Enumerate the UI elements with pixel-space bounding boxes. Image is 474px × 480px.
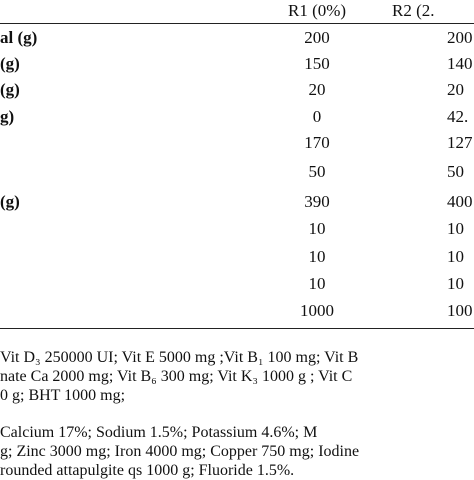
r1-value: 170 [304,133,330,152]
r2-value: 10 [447,274,464,293]
r1-value: 1000 [300,301,334,320]
row-label: (g) [0,192,20,211]
column-header-r2: R2 (2. [392,1,435,20]
r2-value: 10 [447,219,464,238]
table-row: g) 0 42. [0,104,474,130]
table-row: 10 10 [0,244,474,270]
r1-value: 50 [308,162,326,181]
mineral-note-line: Calcium 17%; Sodium 1.5%; Potassium 4.6%… [0,424,318,441]
table-row: 1000 100 [0,298,474,324]
r1-value: 390 [304,192,330,211]
table-row: al (g) 200 200 [0,25,474,51]
r2-value: 400 [447,192,473,211]
r1-value: 10 [308,274,326,293]
r1-value: 200 [304,28,330,47]
r1-value: 20 [308,80,326,99]
table-row: (g) 20 20 [0,77,474,103]
table-row: (g) 390 400 [0,189,474,215]
r1-value: 0 [312,107,322,126]
header-rule [0,23,474,24]
row-label: al (g) [0,28,38,47]
column-header-r1: R1 (0%) [288,1,347,20]
table-row: 10 10 [0,271,474,297]
r2-value: 127 [447,133,473,152]
table-row: 170 127 [0,130,474,156]
r2-value: 100 [447,301,473,320]
r1-value: 10 [308,219,326,238]
vitamin-note-line: Vit D₃ 250000 UI; Vit E 5000 mg ;Vit B₁ … [0,349,359,366]
r2-value: 42. [447,107,469,126]
table-footnotes: Vit D₃ 250000 UI; Vit E 5000 mg ;Vit B₁ … [0,348,474,480]
vitamin-note-line: nate Ca 2000 mg; Vit B₆ 300 mg; Vit K₃ 1… [0,368,353,385]
r2-value: 140 [447,54,473,73]
r1-value: 10 [308,247,326,266]
r1-value: 150 [304,54,330,73]
row-label: (g) [0,80,20,99]
r2-value: 20 [447,80,464,99]
table-row: 50 50 [0,159,474,185]
row-label: (g) [0,54,20,73]
mineral-note-line: rounded attapulgite qs 1000 g; Fluoride … [0,462,295,479]
r2-value: 10 [447,247,464,266]
row-label: g) [0,107,15,126]
r2-value: 200 [447,28,473,47]
table-row: (g) 150 140 [0,51,474,77]
table-bottom-rule [0,328,474,329]
note-spacer [0,405,474,423]
mineral-note-line: g; Zinc 3000 mg; Iron 4000 mg; Copper 75… [0,443,360,460]
table-row: 10 10 [0,216,474,242]
r2-value: 50 [447,162,464,181]
vitamin-note-line: 0 g; BHT 1000 mg; [0,387,126,404]
